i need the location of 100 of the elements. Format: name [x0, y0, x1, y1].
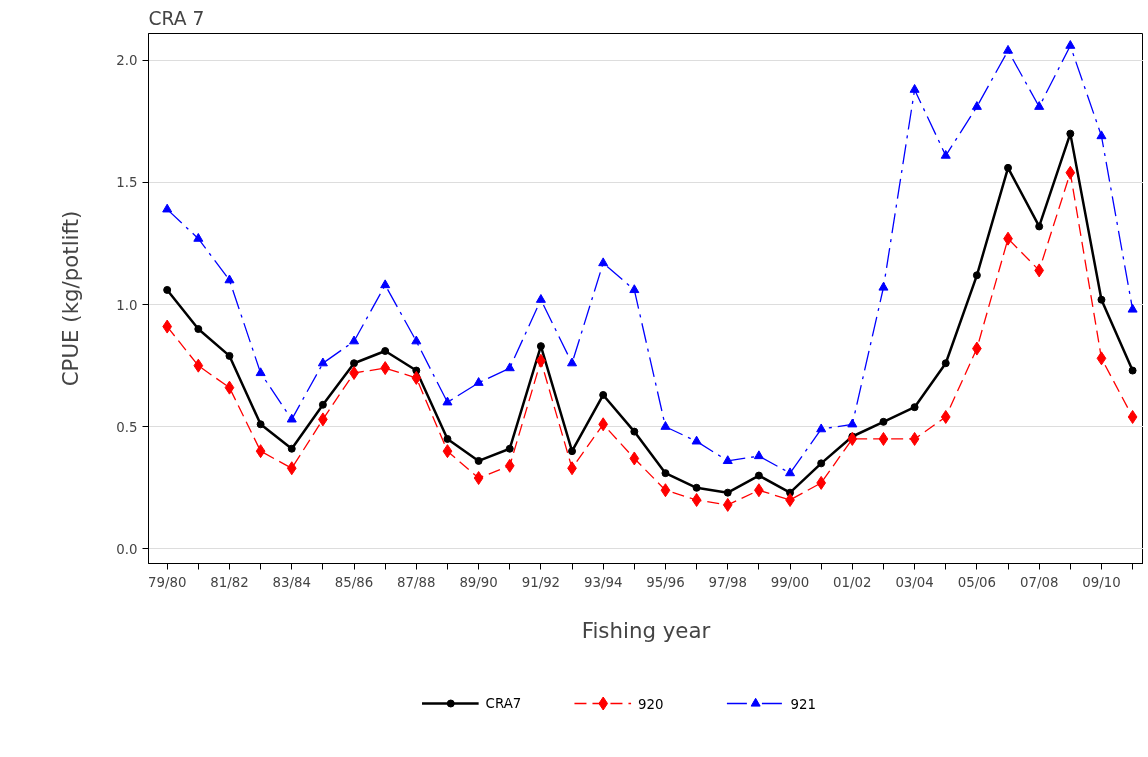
point	[723, 488, 732, 497]
point	[225, 351, 234, 360]
x-tick-label: 97/98	[708, 574, 747, 590]
x-tick-label: 91/92	[521, 574, 561, 590]
point	[722, 497, 733, 512]
y-axis-title: CPUE (kg/potlift)	[58, 210, 84, 387]
point	[1034, 263, 1045, 278]
y-tick-label: 1.5	[116, 175, 138, 191]
point	[194, 325, 203, 334]
x-tick-label: 83/84	[272, 574, 311, 590]
point	[286, 461, 297, 476]
y-tick-label: 0.5	[116, 419, 138, 435]
y-tick-label: 2.0	[116, 53, 138, 69]
point	[1127, 303, 1138, 313]
point	[442, 396, 453, 406]
point	[847, 431, 858, 446]
legend-label: CRA7	[485, 696, 522, 711]
point	[598, 257, 609, 267]
point	[785, 493, 795, 507]
point	[317, 357, 328, 367]
point	[349, 335, 360, 345]
point	[1128, 366, 1137, 375]
point	[660, 421, 671, 430]
point	[163, 285, 172, 294]
x-tick-label: 03/04	[895, 574, 934, 590]
point	[318, 400, 327, 409]
point	[599, 390, 608, 399]
point	[1034, 101, 1045, 110]
point	[1065, 165, 1076, 180]
x-tick-label: 81/82	[210, 574, 249, 590]
point	[629, 451, 640, 466]
x-tick-label: 99/00	[770, 574, 810, 590]
legend-label: 921	[790, 696, 816, 712]
point	[1096, 351, 1107, 366]
point	[598, 417, 609, 432]
point	[909, 83, 920, 93]
x-tick-label: 79/80	[147, 574, 187, 590]
y-tick-label: 1.0	[116, 297, 138, 313]
x-tick-label: 01/02	[833, 574, 872, 590]
point	[505, 444, 514, 453]
point	[224, 274, 235, 284]
point	[1096, 130, 1107, 140]
point	[567, 357, 578, 367]
point	[411, 335, 422, 345]
point	[785, 467, 796, 477]
point	[940, 409, 951, 424]
point	[224, 380, 235, 395]
point	[816, 475, 827, 490]
point	[1035, 222, 1044, 231]
point	[817, 459, 826, 468]
point	[1097, 295, 1106, 304]
point	[411, 370, 422, 385]
point	[1003, 44, 1014, 54]
point	[162, 319, 173, 334]
point	[754, 471, 763, 480]
point	[692, 483, 701, 492]
x-tick-label: 07/08	[1019, 574, 1059, 590]
point	[162, 203, 173, 213]
point	[971, 101, 982, 110]
point	[473, 471, 484, 486]
point	[381, 347, 390, 355]
x-tick-label: 89/90	[459, 574, 498, 590]
point	[661, 469, 670, 478]
point	[256, 420, 265, 429]
point	[193, 358, 204, 373]
point	[878, 281, 889, 291]
point	[474, 456, 483, 465]
point	[1127, 409, 1138, 424]
y-tick-label: 0.0	[116, 541, 138, 557]
point	[442, 444, 453, 459]
point	[535, 294, 546, 303]
point	[941, 359, 950, 368]
point	[940, 149, 951, 159]
point	[473, 377, 484, 386]
legend-label: 920	[638, 696, 664, 712]
point	[816, 423, 827, 433]
x-tick-label: 85/86	[334, 574, 374, 590]
point	[504, 362, 515, 372]
point	[350, 359, 359, 368]
chart-title: CRA 7	[148, 7, 205, 29]
x-tick-label: 05/06	[957, 574, 997, 590]
point	[753, 450, 764, 460]
point	[630, 427, 639, 436]
point	[878, 431, 889, 446]
point	[193, 232, 204, 242]
x-tick-label: 93/94	[583, 574, 623, 590]
x-tick-label: 09/10	[1082, 574, 1121, 590]
point	[443, 434, 452, 443]
point	[287, 444, 296, 453]
x-tick-label: 95/96	[646, 574, 685, 590]
point	[691, 435, 702, 445]
point	[847, 418, 858, 428]
point	[660, 483, 671, 498]
point	[910, 403, 919, 412]
point	[255, 367, 266, 377]
point	[380, 279, 391, 289]
point	[504, 458, 515, 473]
point	[1004, 163, 1013, 172]
point	[380, 361, 391, 376]
point	[629, 284, 640, 294]
